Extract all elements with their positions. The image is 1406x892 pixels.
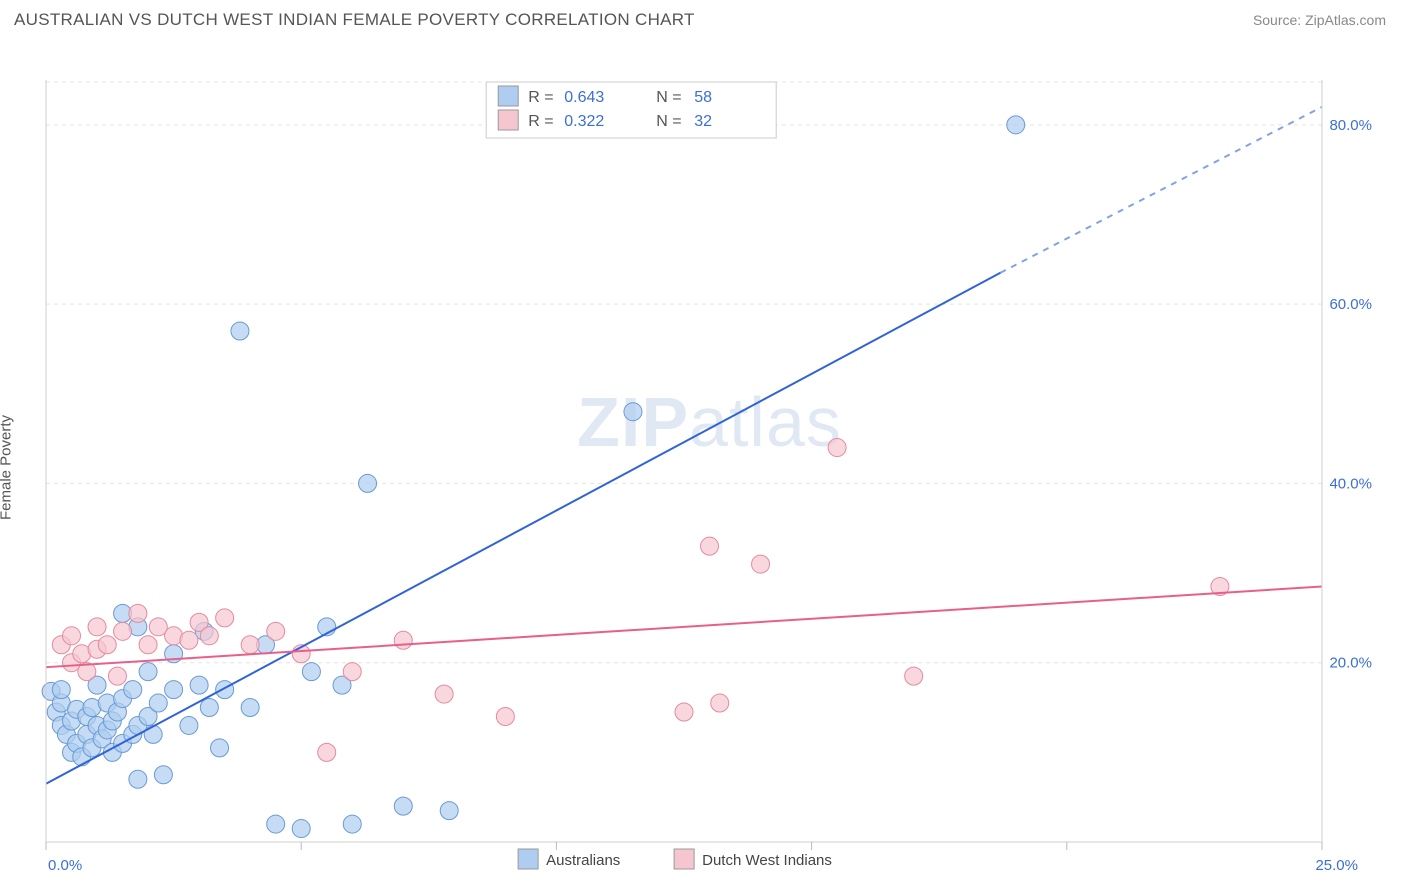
- watermark: ZIPatlas: [577, 383, 842, 461]
- point-dutch-west-indians: [241, 636, 259, 654]
- header: AUSTRALIAN VS DUTCH WEST INDIAN FEMALE P…: [0, 0, 1406, 34]
- point-australians: [139, 663, 157, 681]
- legend-label: Australians: [546, 852, 620, 869]
- point-dutch-west-indians: [63, 627, 81, 645]
- point-dutch-west-indians: [114, 622, 132, 640]
- point-australians: [124, 681, 142, 699]
- y-tick-label: 20.0%: [1329, 655, 1372, 672]
- stats-r-label: R =: [528, 113, 553, 130]
- y-tick-label: 40.0%: [1329, 475, 1372, 492]
- point-australians: [231, 322, 249, 340]
- legend-label: Dutch West Indians: [702, 852, 832, 869]
- point-dutch-west-indians: [200, 627, 218, 645]
- stats-r-value: 0.322: [564, 113, 604, 130]
- point-australians: [343, 815, 361, 833]
- point-dutch-west-indians: [343, 663, 361, 681]
- scatter-chart: ZIPatlas 0.0% 25.0% 20.0% 40.0% 60.0% 80.0% R =…: [0, 34, 1406, 884]
- point-dutch-west-indians: [88, 618, 106, 636]
- point-australians: [129, 770, 147, 788]
- stats-n-label: N =: [656, 113, 681, 130]
- stats-n-label: N =: [656, 89, 681, 106]
- point-dutch-west-indians: [701, 537, 719, 555]
- y-tick-label: 60.0%: [1329, 296, 1372, 313]
- point-australians: [154, 766, 172, 784]
- point-australians: [302, 663, 320, 681]
- point-australians: [149, 694, 167, 712]
- chart-title: AUSTRALIAN VS DUTCH WEST INDIAN FEMALE P…: [14, 10, 695, 30]
- point-dutch-west-indians: [216, 609, 234, 627]
- point-australians: [190, 676, 208, 694]
- point-dutch-west-indians: [394, 631, 412, 649]
- point-australians: [52, 681, 70, 699]
- point-dutch-west-indians: [828, 439, 846, 457]
- point-dutch-west-indians: [318, 743, 336, 761]
- stats-swatch: [498, 86, 518, 106]
- chart-container: Female Poverty ZIPatlas 0.0% 25.0% 20.0% 40.…: [0, 34, 1406, 884]
- point-australians: [359, 474, 377, 492]
- point-dutch-west-indians: [675, 703, 693, 721]
- trendline-australians-extrapolated: [1000, 107, 1322, 273]
- point-australians: [394, 797, 412, 815]
- point-dutch-west-indians: [139, 636, 157, 654]
- point-dutch-west-indians: [435, 685, 453, 703]
- point-australians: [241, 699, 259, 717]
- y-axis-label: Female Poverty: [0, 415, 15, 520]
- point-dutch-west-indians: [98, 636, 116, 654]
- point-dutch-west-indians: [129, 604, 147, 622]
- trendline-australians: [46, 273, 1000, 784]
- point-australians: [211, 739, 229, 757]
- point-dutch-west-indians: [905, 667, 923, 685]
- y-tick-label: 80.0%: [1329, 117, 1372, 134]
- point-australians: [292, 820, 310, 838]
- point-australians: [180, 716, 198, 734]
- point-australians: [200, 699, 218, 717]
- point-dutch-west-indians: [267, 622, 285, 640]
- point-dutch-west-indians: [711, 694, 729, 712]
- point-australians: [267, 815, 285, 833]
- point-australians: [216, 681, 234, 699]
- point-australians: [144, 725, 162, 743]
- legend-swatch: [674, 849, 694, 869]
- point-australians: [440, 802, 458, 820]
- point-australians: [1007, 116, 1025, 134]
- legend-swatch: [518, 849, 538, 869]
- stats-r-label: R =: [528, 89, 553, 106]
- x-tick-label: 25.0%: [1315, 857, 1358, 874]
- x-tick-label: 0.0%: [48, 857, 82, 874]
- point-australians: [624, 403, 642, 421]
- point-australians: [165, 681, 183, 699]
- point-dutch-west-indians: [180, 631, 198, 649]
- point-dutch-west-indians: [752, 555, 770, 573]
- point-dutch-west-indians: [108, 667, 126, 685]
- point-dutch-west-indians: [496, 707, 514, 725]
- stats-swatch: [498, 110, 518, 130]
- stats-n-value: 58: [694, 89, 712, 106]
- stats-r-value: 0.643: [564, 89, 604, 106]
- stats-n-value: 32: [694, 113, 712, 130]
- source-attribution: Source: ZipAtlas.com: [1253, 12, 1386, 28]
- trendline-dutch-west-indians: [46, 587, 1322, 668]
